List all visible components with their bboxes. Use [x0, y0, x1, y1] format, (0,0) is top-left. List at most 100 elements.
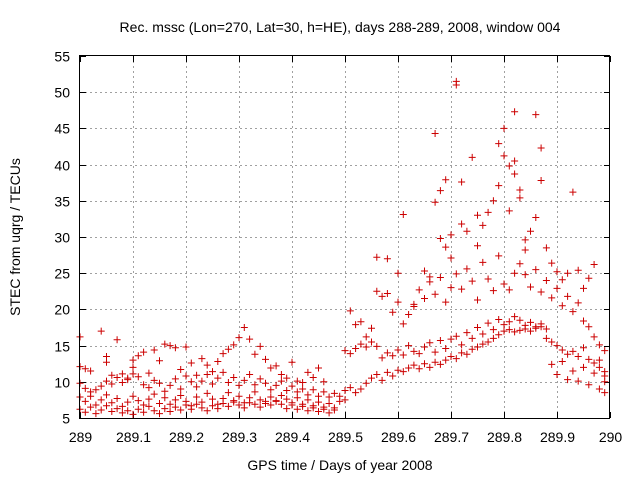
data-point: [193, 383, 201, 391]
data-point: [431, 198, 439, 206]
data-point: [569, 347, 577, 355]
data-point: [140, 401, 148, 409]
data-point: [315, 364, 322, 372]
data-point: [378, 292, 386, 300]
data-point: [548, 360, 556, 368]
data-point: [320, 388, 328, 396]
data-point: [187, 378, 195, 386]
data-point: [346, 384, 354, 392]
data-point: [463, 350, 471, 358]
data-point: [479, 221, 487, 229]
data-point: [595, 356, 603, 364]
plot-frame: [79, 55, 610, 419]
data-point: [346, 307, 354, 315]
data-point: [389, 372, 397, 380]
data-point: [574, 299, 582, 307]
data-point: [92, 386, 100, 394]
data-point: [558, 358, 566, 366]
data-point: [542, 325, 550, 333]
data-point: [299, 402, 307, 410]
data-point: [203, 407, 211, 415]
data-point: [569, 188, 577, 196]
data-point: [193, 371, 201, 379]
data-point: [378, 354, 386, 362]
data-point: [405, 310, 413, 318]
data-point: [484, 319, 492, 327]
data-point: [230, 373, 238, 381]
data-point: [81, 384, 89, 392]
data-point: [442, 356, 450, 364]
data-point: [484, 338, 492, 346]
x-tick-label: 289.3: [222, 429, 257, 445]
data-point: [352, 389, 360, 397]
data-point: [505, 207, 513, 215]
data-point: [500, 280, 508, 288]
data-point: [558, 302, 566, 310]
data-point: [431, 129, 439, 137]
data-point: [108, 380, 116, 388]
data-point: [341, 386, 349, 394]
data-point: [113, 336, 121, 344]
data-point: [214, 358, 222, 366]
data-point: [532, 323, 540, 331]
data-point: [585, 274, 593, 282]
data-point: [442, 243, 450, 251]
data-point: [87, 367, 95, 375]
data-point: [436, 187, 444, 195]
data-point: [362, 333, 370, 341]
data-point: [521, 236, 529, 244]
data-point: [103, 391, 110, 399]
data-point: [251, 381, 259, 389]
data-point: [468, 153, 476, 161]
data-point: [495, 140, 503, 148]
data-point: [283, 405, 291, 413]
data-point: [113, 405, 121, 413]
data-point: [421, 295, 428, 303]
data-point: [368, 374, 375, 382]
data-point: [240, 376, 248, 384]
data-point: [246, 399, 254, 407]
data-point: [134, 405, 142, 413]
x-tick-label: 289.7: [434, 429, 469, 445]
x-tick-label: 289.2: [169, 429, 204, 445]
data-point: [134, 397, 142, 405]
data-point: [198, 404, 206, 412]
data-point: [601, 347, 609, 355]
x-tick-label: 289: [69, 429, 93, 445]
data-point: [415, 350, 423, 358]
data-point: [299, 379, 307, 387]
data-point: [161, 340, 169, 348]
data-point: [304, 368, 312, 376]
data-point: [574, 352, 582, 360]
data-point: [235, 381, 243, 389]
data-point: [124, 398, 132, 406]
data-point: [468, 334, 476, 342]
data-point: [161, 405, 169, 413]
data-point: [182, 372, 190, 380]
data-point: [262, 379, 269, 387]
data-point: [171, 396, 179, 404]
data-point: [580, 317, 587, 325]
data-point: [352, 321, 360, 329]
data-point: [500, 321, 508, 329]
data-point: [113, 394, 121, 402]
data-point: [267, 401, 275, 409]
data-point: [548, 294, 556, 302]
data-point: [193, 400, 201, 408]
data-point: [277, 377, 285, 385]
data-point: [320, 405, 328, 413]
data-point: [166, 381, 174, 389]
data-point: [209, 368, 216, 376]
y-tick-label: 40: [54, 158, 70, 174]
data-point: [209, 395, 216, 403]
data-point: [542, 334, 550, 342]
data-point: [341, 347, 349, 355]
data-point: [495, 252, 503, 260]
data-point: [405, 364, 413, 372]
data-point: [161, 387, 169, 395]
data-point: [474, 242, 481, 250]
data-point: [489, 326, 497, 334]
y-tick-label: 25: [54, 266, 70, 282]
data-point: [362, 379, 370, 387]
data-point: [97, 327, 105, 335]
